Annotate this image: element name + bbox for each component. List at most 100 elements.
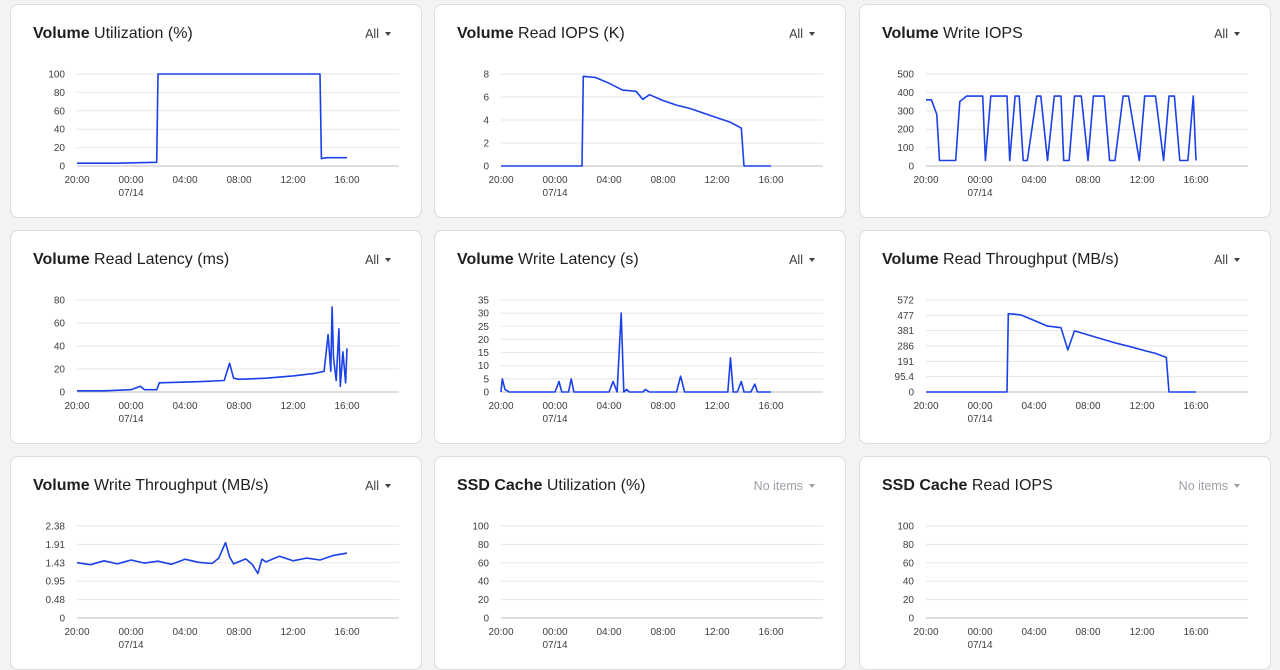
y-tick-label: 80 xyxy=(478,540,490,551)
x-tick-label: 20:00 xyxy=(913,401,938,412)
x-date-label: 07/14 xyxy=(967,414,992,425)
x-tick-label: 20:00 xyxy=(488,627,513,638)
filter-label: All xyxy=(365,27,379,41)
y-tick-label: 0 xyxy=(908,388,914,399)
y-tick-label: 60 xyxy=(903,558,915,569)
caret-down-icon xyxy=(1234,484,1240,488)
y-tick-label: 15 xyxy=(478,348,490,359)
caret-down-icon xyxy=(385,484,391,488)
x-tick-label: 08:00 xyxy=(650,627,675,638)
x-tick-label: 08:00 xyxy=(1075,175,1100,186)
line-chart: 2.38 1.91 1.43 0.95 0.48 0 20:00 00:00 04:00 08:0… xyxy=(46,522,399,651)
y-tick-label: 4 xyxy=(483,116,489,127)
y-tick-label: 80 xyxy=(54,88,66,99)
series-line xyxy=(77,306,348,392)
filter-label: All xyxy=(789,27,803,41)
filter-dropdown: No items xyxy=(754,479,815,493)
card-title: Volume Read Latency (ms) xyxy=(33,251,229,269)
y-tick-label: 500 xyxy=(897,70,914,81)
x-tick-label: 20:00 xyxy=(64,401,89,412)
caret-down-icon xyxy=(385,258,391,262)
y-tick-label: 1.91 xyxy=(46,540,66,551)
filter-label: No items xyxy=(1178,479,1228,493)
y-tick-label: 477 xyxy=(897,311,914,322)
x-tick-label: 20:00 xyxy=(913,175,938,186)
series-line xyxy=(926,312,1196,393)
y-tick-label: 60 xyxy=(54,319,66,330)
line-chart: 80 60 40 20 0 20:00 00:00 04:00 08:00 12:00 16:00 0… xyxy=(54,296,399,425)
y-tick-label: 5 xyxy=(483,374,489,385)
x-tick-label: 20:00 xyxy=(488,401,513,412)
x-tick-label: 08:00 xyxy=(650,175,675,186)
x-tick-label: 16:00 xyxy=(1183,401,1208,412)
y-tick-label: 2.38 xyxy=(46,522,66,533)
card-title: Volume Read Throughput (MB/s) xyxy=(882,251,1119,269)
series-line xyxy=(926,95,1197,162)
x-tick-label: 00:00 xyxy=(118,175,143,186)
y-tick-label: 40 xyxy=(54,342,66,353)
x-date-label: 07/14 xyxy=(118,640,143,651)
line-chart: 8 6 4 2 0 20:00 00:00 04:00 08:00 12:00 16:00 07/14 xyxy=(483,70,823,199)
x-tick-label: 20:00 xyxy=(913,627,938,638)
caret-down-icon xyxy=(809,32,815,36)
card-title-bold: Volume xyxy=(33,251,90,268)
x-tick-label: 00:00 xyxy=(542,401,567,412)
x-tick-label: 20:00 xyxy=(488,175,513,186)
x-tick-label: 16:00 xyxy=(334,627,359,638)
y-tick-label: 0 xyxy=(483,162,489,173)
x-tick-label: 12:00 xyxy=(1129,175,1154,186)
x-tick-label: 12:00 xyxy=(704,627,729,638)
y-tick-label: 20 xyxy=(903,595,915,606)
filter-dropdown[interactable]: All xyxy=(365,479,391,493)
card-title-bold: Volume xyxy=(33,477,90,494)
chart-card: Volume Write Latency (s) All 35 30 25 20 15 10 5… xyxy=(434,230,846,444)
x-tick-label: 04:00 xyxy=(596,175,621,186)
x-tick-label: 12:00 xyxy=(1129,627,1154,638)
y-tick-label: 572 xyxy=(897,296,914,307)
y-tick-label: 286 xyxy=(897,342,914,353)
filter-label: All xyxy=(1214,27,1228,41)
x-tick-label: 04:00 xyxy=(596,627,621,638)
chart-card: Volume Write Throughput (MB/s) All 2.38 1.9… xyxy=(10,456,422,670)
filter-dropdown[interactable]: All xyxy=(1214,27,1240,41)
x-tick-label: 12:00 xyxy=(280,175,305,186)
y-tick-label: 20 xyxy=(54,143,66,154)
card-title-bold: Volume xyxy=(882,251,939,268)
x-tick-label: 04:00 xyxy=(172,627,197,638)
filter-dropdown[interactable]: All xyxy=(1214,253,1240,267)
x-tick-label: 20:00 xyxy=(64,175,89,186)
y-tick-label: 80 xyxy=(903,540,915,551)
x-date-label: 07/14 xyxy=(542,188,567,199)
filter-dropdown: No items xyxy=(1179,479,1240,493)
line-chart: 572 477 381 286 191 95.4 0 20:00 00:00 04:00 08:00… xyxy=(895,296,1248,425)
y-tick-label: 0 xyxy=(908,162,914,173)
y-tick-label: 0 xyxy=(59,388,65,399)
x-tick-label: 00:00 xyxy=(542,627,567,638)
filter-dropdown[interactable]: All xyxy=(789,253,815,267)
y-tick-label: 20 xyxy=(54,365,66,376)
filter-dropdown[interactable]: All xyxy=(365,253,391,267)
x-tick-label: 08:00 xyxy=(650,401,675,412)
card-title-rest: Read IOPS (K) xyxy=(513,25,625,42)
card-title-bold: Volume xyxy=(882,25,939,42)
x-tick-label: 16:00 xyxy=(334,175,359,186)
y-tick-label: 191 xyxy=(897,357,914,368)
chart-card: SSD Cache Utilization (%) No items 100 80 60… xyxy=(434,456,846,670)
y-tick-label: 10 xyxy=(478,361,490,372)
y-tick-label: 0 xyxy=(483,388,489,399)
x-tick-label: 04:00 xyxy=(172,175,197,186)
chart-card: Volume Read Latency (ms) All 80 60 40 20 0 20:0… xyxy=(10,230,422,444)
filter-label: All xyxy=(365,253,379,267)
x-tick-label: 00:00 xyxy=(542,175,567,186)
y-tick-label: 100 xyxy=(897,143,914,154)
x-tick-label: 20:00 xyxy=(64,627,89,638)
line-chart: 100 80 60 40 20 0 20:00 00:00 04:00 08:00 12:00 16:… xyxy=(48,70,399,199)
filter-dropdown[interactable]: All xyxy=(789,27,815,41)
y-tick-label: 0 xyxy=(59,162,65,173)
line-chart: 35 30 25 20 15 10 5 0 20:00 00:00 04:00 08:00 12:00 1… xyxy=(478,296,823,425)
card-title-rest: Write IOPS xyxy=(938,25,1023,42)
y-tick-label: 95.4 xyxy=(895,372,915,383)
x-tick-label: 12:00 xyxy=(704,401,729,412)
card-title-bold: SSD Cache xyxy=(882,477,968,494)
filter-dropdown[interactable]: All xyxy=(365,27,391,41)
